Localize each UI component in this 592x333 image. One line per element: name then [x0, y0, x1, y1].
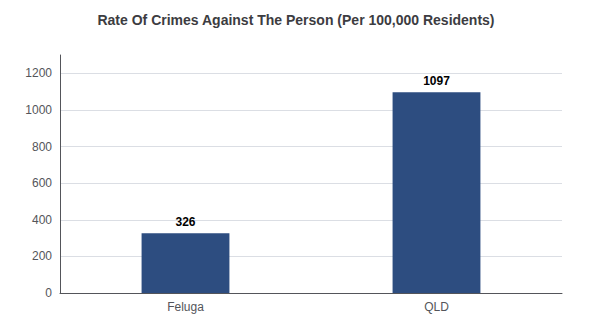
svg-text:200: 200 [32, 249, 52, 263]
svg-text:1000: 1000 [25, 103, 52, 117]
svg-text:0: 0 [45, 286, 52, 300]
svg-text:1097: 1097 [423, 74, 450, 88]
svg-text:400: 400 [32, 213, 52, 227]
svg-text:600: 600 [32, 176, 52, 190]
svg-text:Feluga: Feluga [167, 300, 204, 314]
svg-text:800: 800 [32, 140, 52, 154]
svg-text:Rate Of Crimes Against The Per: Rate Of Crimes Against The Person (Per 1… [97, 12, 494, 28]
svg-text:1200: 1200 [25, 66, 52, 80]
svg-text:QLD: QLD [424, 300, 449, 314]
svg-text:326: 326 [175, 215, 195, 229]
